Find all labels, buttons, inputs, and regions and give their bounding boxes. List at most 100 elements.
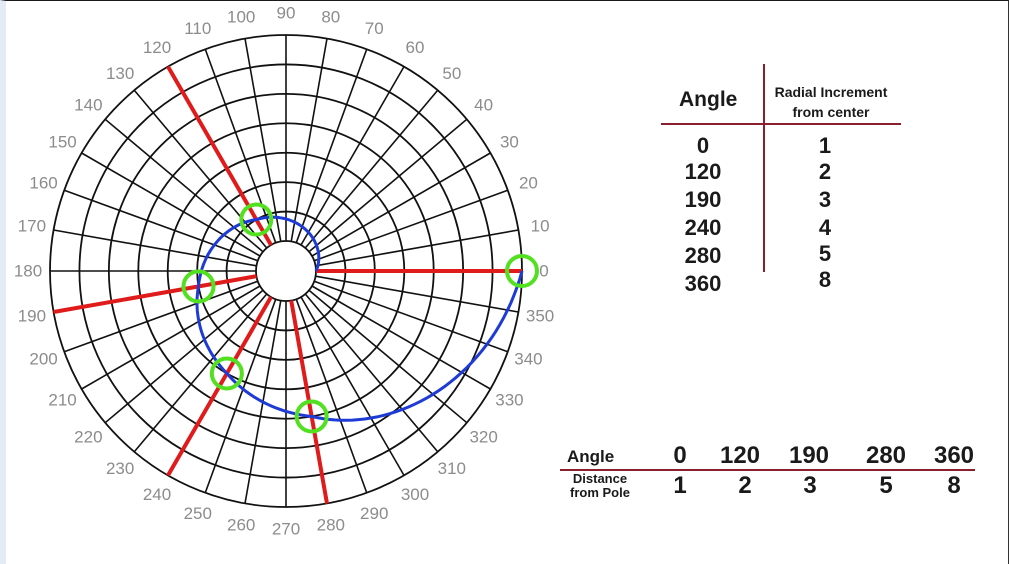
radial-cell: 5 xyxy=(818,241,832,266)
degree-label: 280 xyxy=(317,516,345,535)
angle-cell: 240 xyxy=(684,215,722,240)
point-marker xyxy=(505,254,539,288)
degree-label: 10 xyxy=(531,217,550,236)
distance-cell: 1 xyxy=(673,472,687,499)
highlight-ray xyxy=(166,65,273,247)
degree-label: 60 xyxy=(406,38,425,57)
angle-cell: 360 xyxy=(684,271,722,296)
degree-label: 330 xyxy=(495,391,523,410)
grid-spoke xyxy=(304,89,439,249)
grid-ring xyxy=(255,240,317,302)
point-marker xyxy=(209,356,244,391)
degree-label: 170 xyxy=(18,217,46,236)
grid-spoke xyxy=(133,293,268,453)
degree-label: 190 xyxy=(18,306,46,325)
row-label-distance: Distance from Pole xyxy=(564,472,636,500)
radial-cell: 4 xyxy=(818,215,832,240)
row-label-distance-line2: from Pole xyxy=(570,485,630,500)
radial-cell: 8 xyxy=(818,267,832,292)
point-marker xyxy=(239,202,274,237)
row-label-distance-line1: Distance xyxy=(572,471,628,486)
grid-spoke xyxy=(295,298,368,494)
degree-label: 160 xyxy=(29,173,57,192)
degree-label: 50 xyxy=(442,64,461,83)
table-header-radial-line2: from center xyxy=(792,104,870,120)
grid-spoke xyxy=(313,280,509,353)
angle-cell: 190 xyxy=(788,442,830,469)
distance-cell: 5 xyxy=(879,472,893,499)
degree-label: 110 xyxy=(184,19,211,38)
grid-spoke xyxy=(313,189,509,262)
grid-spoke xyxy=(315,229,519,267)
degree-label: 270 xyxy=(272,520,300,539)
table-horizontal-rule xyxy=(661,123,901,125)
degree-label: 350 xyxy=(526,306,554,325)
degree-label: 210 xyxy=(48,391,76,410)
grid-spoke xyxy=(290,38,328,242)
grid-spoke xyxy=(244,38,282,242)
degree-label: 90 xyxy=(277,4,296,23)
table-header-angle: Angle xyxy=(679,88,738,111)
degree-label: 290 xyxy=(360,504,388,523)
grid-spoke xyxy=(204,48,277,244)
radial-cell: 3 xyxy=(818,187,832,212)
degree-label: 40 xyxy=(474,96,493,115)
degree-label: 140 xyxy=(74,96,102,115)
degree-label: 300 xyxy=(401,485,429,504)
degree-label: 320 xyxy=(469,427,497,446)
angle-cell: 120 xyxy=(684,159,722,184)
grid-spoke xyxy=(300,66,405,246)
table-header-radial: Radial Increment from center xyxy=(767,82,895,122)
grid-spoke xyxy=(308,118,468,253)
grid-spoke xyxy=(308,289,468,424)
table-vertical-rule xyxy=(763,64,765,272)
angle-cell: 280 xyxy=(865,442,907,469)
distance-cell: 3 xyxy=(803,472,817,499)
degree-label: 80 xyxy=(321,7,340,26)
grid-spoke xyxy=(81,152,261,257)
angle-cell: 190 xyxy=(684,187,722,212)
degree-label: 310 xyxy=(438,459,466,478)
degree-label: 130 xyxy=(106,64,134,83)
row-label-angle: Angle xyxy=(567,447,615,466)
grid-spoke xyxy=(300,296,405,476)
point-marker xyxy=(294,399,329,434)
grid-spoke xyxy=(63,280,259,353)
grid-spoke xyxy=(315,275,519,313)
angle-cell: 0 xyxy=(673,442,687,469)
point-markers xyxy=(181,202,539,434)
table-header-radial-line1: Radial Increment xyxy=(774,84,888,100)
angle-cell: 360 xyxy=(933,442,975,469)
degree-label: 250 xyxy=(184,504,212,523)
degree-label: 70 xyxy=(365,19,384,38)
grid-spoke xyxy=(311,152,491,257)
angle-cell: 0 xyxy=(696,133,710,158)
angle-radial-table: Angle Radial Increment from center 0 120… xyxy=(655,60,915,300)
distance-cell: 8 xyxy=(947,472,961,499)
degree-label: 340 xyxy=(514,350,542,369)
radial-cell: 1 xyxy=(818,133,832,158)
angle-distance-table: Angle Distance from Pole 0 120 190 280 3… xyxy=(560,438,980,508)
grid-spoke xyxy=(304,293,439,453)
angle-cell: 280 xyxy=(684,243,722,268)
degree-label: 120 xyxy=(143,38,171,57)
degree-label: 150 xyxy=(48,133,76,152)
degree-label: 30 xyxy=(500,133,519,152)
point-marker xyxy=(181,269,216,304)
degree-label: 220 xyxy=(74,427,102,446)
grid-spoke xyxy=(204,298,277,494)
grid-spoke xyxy=(104,289,264,424)
degree-label: 200 xyxy=(29,350,57,369)
degree-label: 100 xyxy=(227,7,255,26)
degree-label: 230 xyxy=(106,459,134,478)
table-horizontal-rule xyxy=(560,469,975,471)
degree-label: 260 xyxy=(227,516,255,535)
radial-cell: 2 xyxy=(818,159,832,184)
angle-cell: 120 xyxy=(719,442,761,469)
distance-cell: 2 xyxy=(738,472,752,499)
degree-label: 180 xyxy=(14,262,42,281)
grid-spoke xyxy=(104,118,264,253)
degree-label: 240 xyxy=(143,485,171,504)
